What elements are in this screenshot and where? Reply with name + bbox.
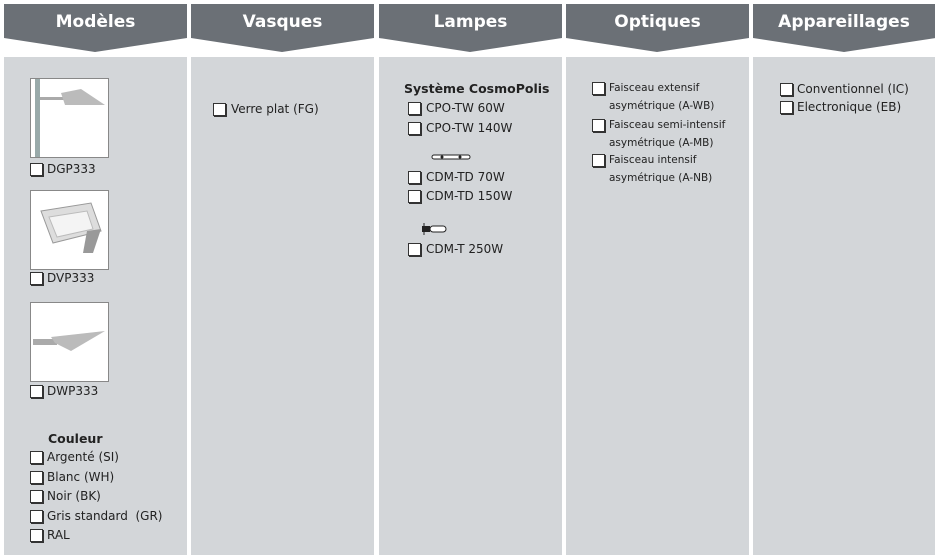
lamp-icon <box>422 223 447 235</box>
option-label: CPO-TW 140W <box>426 121 513 135</box>
checkbox[interactable] <box>213 103 226 116</box>
checkbox[interactable] <box>30 510 43 523</box>
checkbox[interactable] <box>408 190 421 203</box>
option-label: CDM-T 250W <box>426 242 504 256</box>
header-title: Modèles <box>55 12 136 32</box>
option-label: Faisceau intensif <box>609 154 697 166</box>
checkbox[interactable] <box>30 163 43 176</box>
checkbox[interactable] <box>30 385 43 398</box>
header-title: Lampes <box>433 12 508 32</box>
option-label: Noir (BK) <box>47 489 101 503</box>
checkbox[interactable] <box>30 490 43 503</box>
checkbox[interactable] <box>408 102 421 115</box>
header-title: Optiques <box>614 12 701 32</box>
checkbox[interactable] <box>592 82 605 95</box>
checkbox[interactable] <box>592 119 605 132</box>
section-title: Couleur <box>48 431 103 446</box>
lamp-icon <box>431 154 471 160</box>
column-body <box>191 57 374 555</box>
option-label: Faisceau semi-intensif <box>609 119 726 131</box>
column-header: Appareillages <box>753 4 935 54</box>
option-label: Verre plat (FG) <box>231 102 319 116</box>
column-header: Modèles <box>4 4 187 54</box>
option-label: asymétrique (A-NB) <box>609 172 713 184</box>
option-label: CPO-TW 60W <box>426 101 505 115</box>
option-label: CDM-TD 150W <box>426 189 513 203</box>
option-label: DWP333 <box>47 384 99 398</box>
option-label: Electronique (EB) <box>797 100 902 114</box>
product-image <box>30 190 109 270</box>
header-title: Vasques <box>242 12 323 32</box>
option-label: Conventionnel (IC) <box>797 82 909 96</box>
column-body <box>379 57 562 555</box>
column-body <box>566 57 749 555</box>
column-header: Optiques <box>566 4 749 54</box>
checkbox[interactable] <box>30 451 43 464</box>
column-header: Vasques <box>191 4 374 54</box>
option-label: Argenté (SI) <box>47 450 119 464</box>
option-label: CDM-TD 70W <box>426 170 505 184</box>
option-label: asymétrique (A-MB) <box>609 137 714 149</box>
product-image <box>30 78 109 158</box>
header-shapes <box>4 4 935 52</box>
checkbox[interactable] <box>780 101 793 114</box>
column-body <box>753 57 935 555</box>
product-image <box>30 302 109 382</box>
option-label: RAL <box>47 528 70 542</box>
checkbox[interactable] <box>408 243 421 256</box>
checkbox[interactable] <box>592 154 605 167</box>
checkbox[interactable] <box>408 171 421 184</box>
option-label: DGP333 <box>47 162 96 176</box>
column-header: Lampes <box>379 4 562 54</box>
option-label: Gris standard (GR) <box>47 509 163 523</box>
option-label: DVP333 <box>47 271 95 285</box>
option-label: Faisceau extensif <box>609 82 700 94</box>
checkbox[interactable] <box>30 529 43 542</box>
checkbox[interactable] <box>30 272 43 285</box>
checkbox[interactable] <box>30 471 43 484</box>
checkbox[interactable] <box>780 83 793 96</box>
option-label: asymétrique (A-WB) <box>609 100 715 112</box>
header-title: Appareillages <box>778 12 910 32</box>
section-title: Système CosmoPolis <box>404 81 550 96</box>
checkbox[interactable] <box>408 122 421 135</box>
option-label: Blanc (WH) <box>47 470 115 484</box>
